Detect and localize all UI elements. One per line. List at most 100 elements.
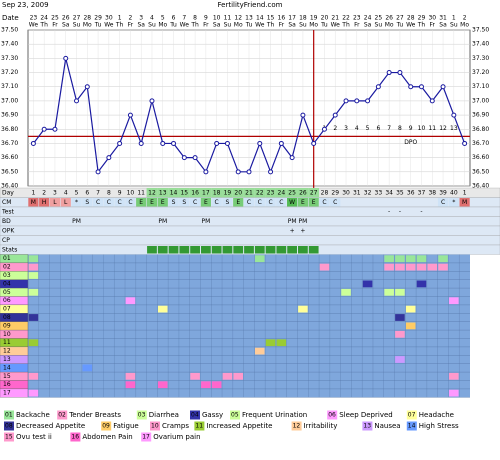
fertile-day-cell: [243, 188, 255, 198]
y-tick-label-right: 37.20: [472, 69, 489, 76]
chart-date: Sep 23, 2009: [2, 1, 49, 9]
y-tick-label-right: 37.40: [472, 41, 489, 48]
cell-text: H: [42, 199, 47, 206]
symptom-cell: [28, 372, 39, 380]
date-label: 18: [299, 15, 307, 22]
y-tick-label: 37.20: [1, 69, 18, 76]
cm-cell: [136, 198, 147, 207]
symptom-cell: [395, 255, 405, 263]
cell-text: C: [96, 199, 100, 206]
symptom-cell: [28, 255, 39, 263]
temp-point: [235, 169, 241, 175]
day-number: 16: [191, 189, 199, 196]
symptom-cell: [265, 339, 276, 347]
fertile-day-cell: [146, 188, 158, 198]
stats-cell: [233, 246, 244, 254]
cm-cell: [60, 198, 71, 207]
legend-code: 04: [191, 412, 199, 419]
symptom-cell: [319, 263, 330, 271]
weekday-label: Fr: [430, 22, 436, 29]
y-tick-label-right: 36.70: [472, 140, 489, 147]
symptom-cell: [125, 297, 136, 305]
symptom-cell: [405, 255, 416, 263]
cm-cell: [28, 198, 39, 207]
cell-text: C: [322, 199, 326, 206]
cm-cell: [157, 198, 168, 207]
legend-code: 07: [408, 412, 416, 419]
weekday-label: Fr: [52, 22, 58, 29]
legend-code: 11: [195, 423, 203, 430]
stats-cell: [211, 246, 222, 254]
date-label: 13: [245, 15, 253, 22]
day-number: 12: [148, 189, 156, 196]
day-number: 27: [310, 189, 318, 196]
symptom-cell: [201, 381, 211, 389]
row-bg: [0, 235, 500, 246]
day-number: 26: [299, 189, 307, 196]
symptom-code: 15: [3, 373, 11, 380]
temp-point: [192, 155, 198, 161]
cell-text: C: [279, 199, 283, 206]
cell-text: C: [193, 199, 197, 206]
symptom-cell: [449, 372, 459, 380]
cm-cell: [39, 198, 50, 207]
cell-text: C: [258, 199, 262, 206]
temp-point: [257, 140, 263, 146]
legend-name: Irritability: [304, 422, 338, 430]
temp-point: [408, 84, 414, 90]
legend-code: 03: [138, 412, 146, 419]
fertile-day-cell: [308, 188, 320, 198]
legend-code: 06: [328, 412, 336, 419]
weekday-label: Su: [224, 22, 232, 29]
weekday-label: Fr: [203, 22, 209, 29]
day-number: 2: [42, 189, 46, 196]
symptom-cell: [395, 330, 405, 338]
fertile-day-cell: [200, 188, 212, 198]
cell-text: *: [75, 199, 78, 206]
y-tick-label: 37.10: [1, 83, 18, 90]
cell-text: C: [118, 199, 122, 206]
legend-swatch: [141, 432, 152, 442]
symptom-code: 11: [3, 339, 11, 346]
y-tick-label: 36.90: [1, 112, 18, 119]
symptom-code: 10: [3, 331, 11, 338]
cell-text: *: [452, 199, 455, 206]
stats-cell: [298, 246, 308, 254]
cm-cell: [103, 198, 114, 207]
symptom-cell: [276, 339, 287, 347]
weekday-label: Su: [299, 22, 307, 29]
day-number: 8: [107, 189, 111, 196]
temp-point: [418, 84, 424, 90]
cell-text: E: [204, 199, 208, 206]
stats-cell: [147, 246, 157, 254]
symptom-code: 12: [3, 348, 11, 355]
weekday-label: Fr: [279, 22, 285, 29]
dpo-label: 4: [355, 125, 359, 132]
y-tick-label-right: 36.80: [472, 126, 489, 133]
day-number: 17: [202, 189, 210, 196]
stats-cell: [157, 246, 168, 254]
symptom-cell: [233, 372, 244, 380]
day-number: 25: [288, 189, 296, 196]
date-label: 29: [94, 15, 102, 22]
day-number: 19: [224, 189, 232, 196]
cell-text: W: [289, 199, 295, 206]
cm-cell: [459, 198, 470, 207]
date-label: 5: [161, 15, 165, 22]
legend-swatch: [57, 410, 68, 420]
symptom-cell: [405, 322, 416, 330]
symptom-code: 08: [3, 314, 11, 321]
cm-cell: [71, 198, 82, 207]
symptom-cell: [28, 389, 39, 397]
date-label: 2: [463, 15, 467, 22]
legend-swatch: [150, 421, 160, 431]
dpo-label: 7: [387, 125, 391, 132]
symptom-cell: [405, 263, 416, 271]
weekday-label: Tu: [320, 22, 328, 29]
legend-code: 09: [102, 423, 110, 430]
dpo-label: 2: [333, 125, 337, 132]
fertile-day-cell: [232, 188, 244, 198]
legend-swatch: [136, 410, 147, 420]
y-tick-label-right: 36.50: [472, 168, 489, 175]
legend-code: 02: [58, 412, 66, 419]
